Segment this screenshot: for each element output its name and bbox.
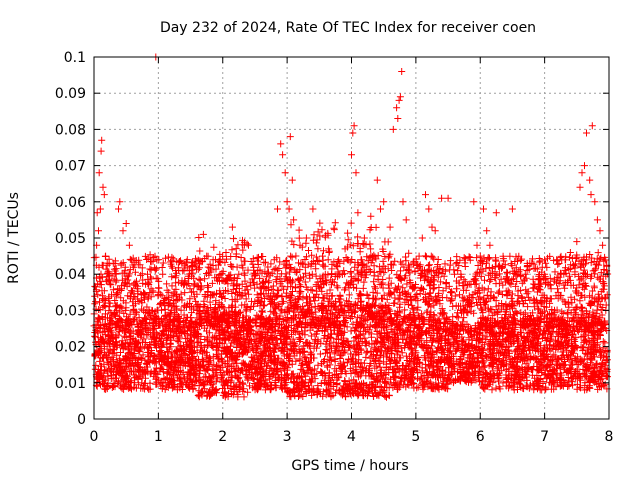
y-tick-label: 0.02 — [55, 340, 86, 356]
x-tick-label: 5 — [411, 429, 420, 445]
x-tick-label: 2 — [218, 429, 227, 445]
x-tick-label: 6 — [476, 429, 485, 445]
y-tick-label: 0.05 — [55, 231, 86, 247]
y-tick-label: 0.08 — [55, 122, 86, 138]
x-tick-label: 3 — [283, 429, 292, 445]
chart-title: Day 232 of 2024, Rate Of TEC Index for r… — [160, 20, 536, 36]
y-tick-label: 0.03 — [55, 303, 86, 319]
y-tick-label: 0.1 — [64, 50, 86, 66]
y-tick-label: 0.07 — [55, 159, 86, 175]
y-tick-label: 0 — [77, 412, 86, 428]
y-axis-title: ROTI / TECUs — [6, 192, 22, 284]
x-axis-title: GPS time / hours — [291, 458, 408, 474]
x-tick-label: 7 — [540, 429, 549, 445]
y-tick-label: 0.04 — [55, 267, 86, 283]
y-tick-label: 0.09 — [55, 86, 86, 102]
roti-markers — [90, 53, 612, 401]
x-tick-label: 0 — [90, 429, 99, 445]
data-series-roti — [90, 53, 612, 401]
y-tick-label: 0.06 — [55, 195, 86, 211]
x-tick-label: 8 — [605, 429, 614, 445]
x-tick-label: 4 — [347, 429, 356, 445]
x-tick-label: 1 — [154, 429, 163, 445]
ticks: 0 1 2 3 4 5 6 7 8 0 0.01 0.02 0.03 0.04 0.05 0.06 0.07 0.… — [55, 50, 614, 445]
y-tick-label: 0.01 — [55, 376, 86, 392]
